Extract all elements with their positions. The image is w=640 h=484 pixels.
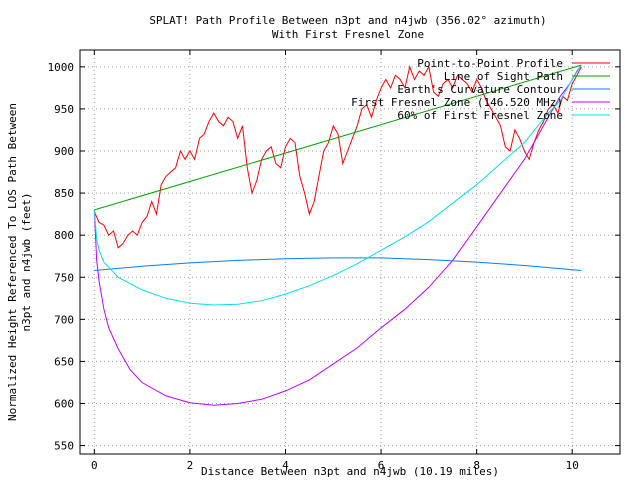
legend-label-fresnel60: 60% of First Fresnel Zone xyxy=(397,109,563,122)
series-fresnel-line xyxy=(93,64,582,406)
chart-subtitle: With First Fresnel Zone xyxy=(272,28,424,41)
y-tick-label: 600 xyxy=(54,398,74,411)
y-axis-label-line2: n3pt and n4jwb (feet) xyxy=(20,192,33,331)
legend-label-profile: Point-to-Point Profile xyxy=(417,57,563,70)
y-tick-label: 750 xyxy=(54,271,74,284)
y-tick-label: 1000 xyxy=(48,61,75,74)
x-tick-label: 10 xyxy=(566,459,579,472)
y-tick-label: 900 xyxy=(54,145,74,158)
series-lines xyxy=(93,64,582,406)
x-tick-label: 6 xyxy=(378,459,385,472)
legend-label-fresnel: First Fresnel Zone (146.520 MHz) xyxy=(351,96,563,109)
x-tick-label: 0 xyxy=(91,459,98,472)
y-tick-label: 950 xyxy=(54,103,74,116)
x-tick-label: 2 xyxy=(187,459,194,472)
y-axis-label-line1: Normalized Height Referenced To LOS Path… xyxy=(6,103,19,421)
series-los-line xyxy=(94,64,582,211)
plot-frame xyxy=(79,49,621,455)
legend-label-los: Line of Sight Path xyxy=(444,70,563,83)
axes: 0 2 4 6 8 10 550 600 650 700 750 800 850 900 950 1000 xyxy=(48,49,621,472)
legend-label-earth: Earth's Curvature Contour xyxy=(397,83,563,96)
grid xyxy=(80,50,620,454)
x-axis-label: Distance Between n3pt and n4jwb (10.19 m… xyxy=(201,465,499,478)
series-earth-line xyxy=(94,257,582,271)
chart-title: SPLAT! Path Profile Between n3pt and n4j… xyxy=(149,14,546,27)
y-tick-label: 800 xyxy=(54,229,74,242)
series-fresnel60-line xyxy=(93,64,582,306)
y-tick-label: 550 xyxy=(54,440,74,453)
x-tick-label: 8 xyxy=(473,459,480,472)
y-tick-label: 850 xyxy=(54,187,74,200)
y-tick-label: 650 xyxy=(54,355,74,368)
y-tick-label: 700 xyxy=(54,313,74,326)
series-profile-line xyxy=(93,65,582,249)
x-tick-label: 4 xyxy=(282,459,289,472)
